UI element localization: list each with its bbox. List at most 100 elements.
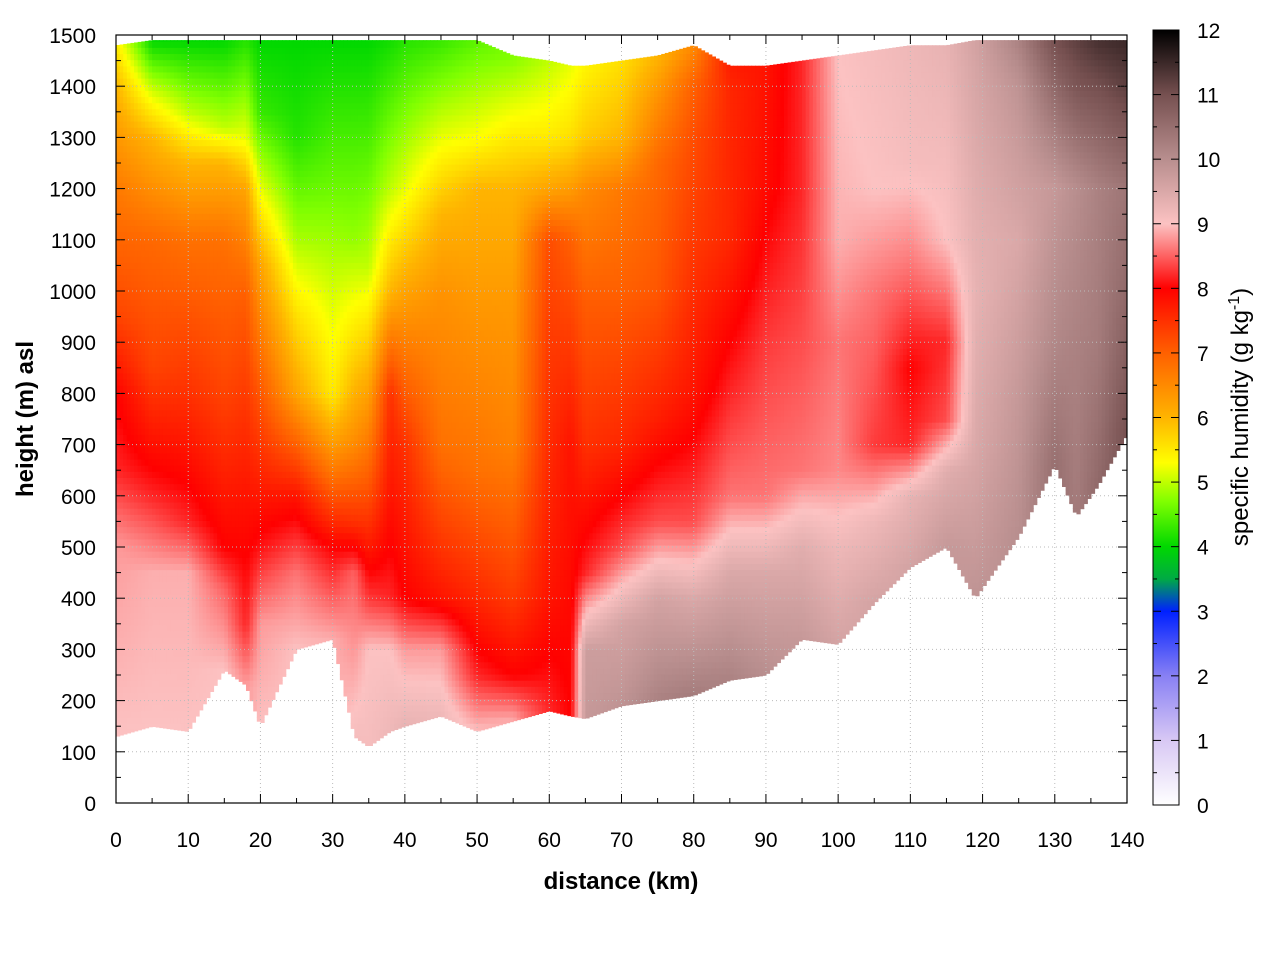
humidity-cell — [256, 483, 262, 491]
humidity-cell — [152, 121, 157, 128]
humidity-cell — [256, 594, 262, 601]
humidity-cell — [170, 612, 175, 620]
humidity-cell — [148, 157, 153, 165]
humidity-cell — [242, 538, 247, 546]
humidity-cell — [177, 397, 182, 405]
humidity-cell — [119, 311, 124, 319]
humidity-cell — [231, 600, 236, 607]
humidity-cell — [148, 495, 153, 503]
humidity-cell — [231, 262, 236, 270]
humidity-cell — [274, 563, 280, 571]
humidity-cell — [271, 686, 276, 694]
humidity-cell — [184, 96, 189, 104]
humidity-cell — [231, 569, 236, 577]
humidity-cell — [188, 551, 193, 558]
humidity-cell — [227, 305, 233, 313]
humidity-cell — [130, 237, 135, 245]
humidity-cell — [231, 200, 236, 208]
humidity-cell — [134, 495, 139, 503]
humidity-cell — [249, 84, 254, 91]
humidity-cell — [260, 225, 265, 233]
humidity-cell — [231, 170, 236, 177]
humidity-cell — [260, 114, 265, 122]
humidity-cell — [245, 422, 251, 429]
humidity-cell — [173, 452, 178, 460]
humidity-cell — [166, 698, 171, 706]
humidity-cell — [130, 114, 135, 122]
humidity-cell — [148, 194, 153, 202]
humidity-cell — [191, 544, 197, 552]
humidity-cell — [242, 225, 247, 233]
humidity-cell — [235, 649, 240, 657]
humidity-cell — [209, 127, 215, 134]
humidity-cell — [253, 280, 258, 288]
humidity-cell — [134, 520, 139, 528]
humidity-cell — [199, 477, 204, 485]
humidity-cell — [119, 286, 124, 294]
humidity-cell — [180, 594, 186, 601]
humidity-cell — [137, 508, 142, 515]
humidity-cell — [249, 157, 254, 165]
humidity-cell — [180, 299, 186, 306]
humidity-cell — [213, 428, 218, 435]
humidity-cell — [173, 587, 178, 595]
humidity-cell — [217, 354, 222, 362]
humidity-cell — [148, 127, 153, 134]
humidity-cell — [199, 317, 204, 325]
humidity-cell — [253, 231, 258, 239]
humidity-cell — [242, 477, 247, 485]
humidity-cell — [195, 219, 200, 227]
humidity-cell — [264, 587, 269, 595]
humidity-cell — [188, 121, 193, 128]
humidity-cell — [202, 108, 207, 116]
humidity-cell — [123, 372, 128, 380]
humidity-cell — [195, 71, 200, 79]
humidity-cell — [202, 53, 207, 61]
humidity-cell — [195, 557, 200, 564]
humidity-cell — [184, 299, 189, 306]
humidity-cell — [119, 661, 124, 669]
humidity-cell — [202, 667, 207, 675]
humidity-cell — [177, 114, 182, 122]
humidity-cell — [191, 164, 197, 171]
humidity-cell — [206, 182, 211, 190]
humidity-cell — [123, 170, 128, 177]
humidity-cell — [271, 53, 276, 61]
humidity-cell — [245, 526, 251, 534]
humidity-cell — [184, 403, 189, 411]
humidity-cell — [177, 520, 182, 528]
humidity-cell — [177, 182, 182, 190]
humidity-cell — [188, 458, 193, 466]
humidity-cell — [260, 422, 265, 429]
humidity-cell — [202, 606, 207, 614]
humidity-cell — [123, 501, 128, 509]
humidity-cell — [116, 219, 121, 227]
humidity-cell — [119, 256, 124, 263]
humidity-cell — [231, 268, 236, 276]
humidity-cell — [202, 41, 207, 48]
humidity-cell — [245, 354, 251, 362]
humidity-cell — [166, 686, 171, 694]
humidity-cell — [213, 606, 218, 614]
humidity-cell — [199, 182, 204, 190]
humidity-cell — [267, 176, 272, 184]
humidity-cell — [238, 538, 243, 546]
humidity-cell — [152, 544, 157, 552]
humidity-cell — [126, 256, 132, 263]
humidity-cell — [249, 594, 254, 601]
humidity-cell — [235, 317, 240, 325]
humidity-cell — [249, 170, 254, 177]
humidity-cell — [217, 379, 222, 386]
humidity-cell — [134, 673, 139, 681]
humidity-cell — [173, 329, 178, 337]
humidity-cell — [123, 139, 128, 147]
humidity-cell — [202, 305, 207, 313]
humidity-cell — [148, 649, 153, 657]
humidity-cell — [224, 465, 229, 472]
humidity-cell — [134, 366, 139, 374]
humidity-cell — [180, 680, 186, 687]
humidity-cell — [235, 262, 240, 270]
humidity-cell — [170, 471, 175, 478]
humidity-cell — [166, 643, 171, 650]
humidity-cell — [119, 606, 124, 614]
